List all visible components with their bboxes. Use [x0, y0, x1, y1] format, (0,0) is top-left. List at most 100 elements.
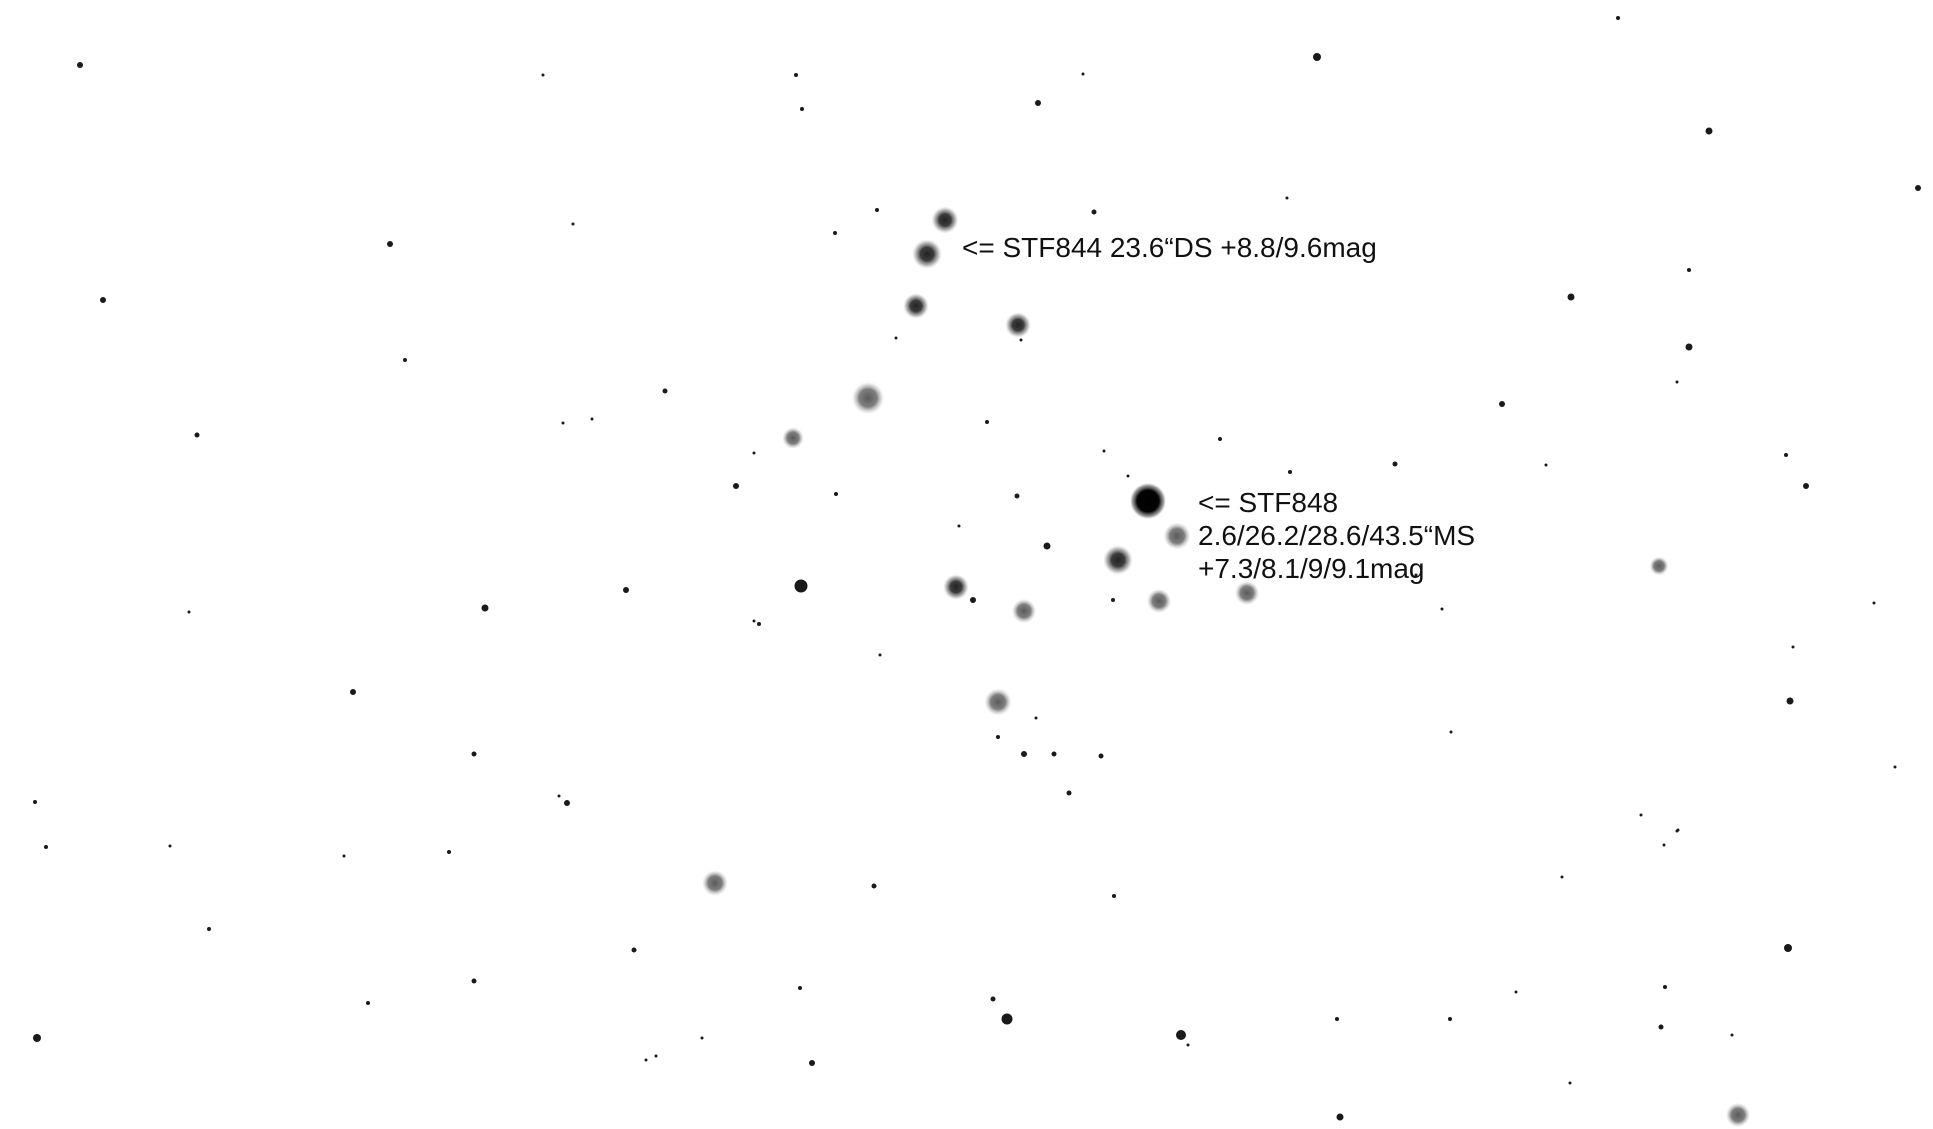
star — [590, 417, 594, 421]
star — [1915, 185, 1921, 191]
star — [871, 883, 877, 889]
star — [564, 800, 570, 806]
star — [33, 1034, 41, 1042]
star — [447, 850, 451, 854]
star — [957, 524, 961, 528]
star — [168, 844, 172, 848]
star — [1392, 461, 1398, 467]
star — [1676, 828, 1680, 832]
star — [1019, 338, 1023, 342]
star — [1066, 790, 1072, 796]
star — [1662, 843, 1666, 847]
star — [623, 587, 629, 593]
star-bright — [1011, 598, 1037, 624]
star — [350, 689, 356, 695]
star — [1791, 645, 1795, 649]
star — [1126, 474, 1130, 478]
star — [1872, 601, 1876, 605]
star-bright — [931, 206, 959, 234]
star — [1893, 765, 1897, 769]
star-bright — [912, 239, 942, 269]
star-bright — [782, 427, 804, 449]
star — [207, 927, 211, 931]
star — [541, 73, 545, 77]
star — [794, 73, 798, 77]
star — [809, 1060, 815, 1066]
star — [970, 597, 976, 603]
star — [1043, 542, 1051, 550]
star — [878, 653, 882, 657]
star — [1313, 53, 1321, 61]
star — [644, 1058, 648, 1062]
star — [1098, 753, 1104, 759]
star — [1675, 380, 1679, 384]
star — [1705, 127, 1713, 135]
star — [1102, 449, 1106, 453]
star — [757, 622, 761, 626]
star-bright — [1163, 522, 1191, 550]
star — [1021, 751, 1027, 757]
star — [1288, 470, 1292, 474]
star — [1568, 1081, 1572, 1085]
star — [1687, 268, 1691, 272]
star-bright — [1103, 545, 1133, 575]
star — [1784, 944, 1792, 952]
star — [1034, 716, 1038, 720]
star — [471, 751, 477, 757]
star — [1081, 72, 1085, 76]
star — [1784, 453, 1788, 457]
star — [794, 579, 808, 593]
star — [833, 231, 837, 235]
star — [631, 947, 637, 953]
star — [403, 358, 407, 362]
star — [1448, 1017, 1452, 1021]
star — [733, 483, 739, 489]
star — [1658, 1024, 1664, 1030]
star — [1186, 1043, 1190, 1047]
star — [990, 996, 996, 1002]
star — [1001, 1013, 1013, 1025]
star — [1218, 437, 1222, 441]
star — [875, 208, 879, 212]
star — [894, 336, 898, 340]
star — [1111, 598, 1115, 602]
star — [662, 388, 668, 394]
star-bright — [1234, 580, 1260, 606]
star — [387, 241, 393, 247]
star — [571, 222, 575, 226]
star — [1014, 493, 1020, 499]
star — [1514, 990, 1518, 994]
star — [834, 492, 838, 496]
star — [100, 297, 106, 303]
star — [752, 451, 756, 455]
star-bright — [1725, 1102, 1751, 1128]
star — [1051, 751, 1057, 757]
star-primary-stf848 — [1129, 482, 1167, 520]
star — [1685, 343, 1693, 351]
star — [1336, 1113, 1344, 1121]
star — [1091, 209, 1097, 215]
star — [1112, 894, 1116, 898]
star — [1335, 1017, 1339, 1021]
stf848-magnitudes: +7.3/8.1/9/9.1mag — [1198, 553, 1425, 584]
star — [194, 432, 200, 438]
star — [366, 1001, 370, 1005]
star — [1786, 697, 1794, 705]
star — [342, 854, 346, 858]
star — [1616, 16, 1620, 20]
star — [800, 107, 804, 111]
star — [44, 845, 48, 849]
star — [752, 619, 756, 623]
star — [700, 1036, 704, 1040]
star — [1499, 401, 1505, 407]
star — [77, 62, 83, 68]
star — [187, 610, 191, 614]
star — [1285, 196, 1289, 200]
star-bright — [1146, 588, 1172, 614]
star — [798, 986, 802, 990]
star — [985, 420, 989, 424]
stf848-annotation: <= STF848 2.6/26.2/28.6/43.5“MS +7.3/8.1… — [1198, 486, 1475, 585]
star — [1663, 985, 1667, 989]
star — [1414, 573, 1418, 577]
star-bright — [903, 293, 929, 319]
